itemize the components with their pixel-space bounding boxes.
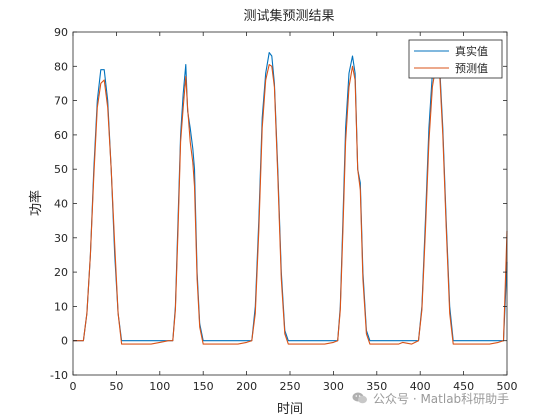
y-tick-label: 30 [54, 232, 68, 245]
x-tick-label: 450 [453, 380, 474, 393]
x-tick-label: 150 [193, 380, 214, 393]
y-tick-label: 80 [54, 60, 68, 73]
y-tick-label: 90 [54, 26, 68, 39]
y-tick-label: 40 [54, 198, 68, 211]
x-tick-label: 250 [280, 380, 301, 393]
y-axis-label: 功率 [28, 190, 44, 216]
y-tick-label: 0 [61, 335, 68, 348]
y-tick-label: 10 [54, 300, 68, 313]
x-tick-label: 0 [70, 380, 77, 393]
plot-area [73, 32, 507, 375]
legend-label-predicted: 预测值 [455, 62, 488, 75]
legend-label-actual: 真实值 [455, 44, 488, 58]
x-tick-label: 200 [236, 380, 257, 393]
x-tick-label: 400 [410, 380, 431, 393]
y-tick-label: 60 [54, 129, 68, 142]
y-tick-label: -10 [50, 369, 68, 382]
x-tick-label: 500 [497, 380, 518, 393]
x-tick-label: 50 [109, 380, 123, 393]
y-tick-label: 20 [54, 266, 68, 279]
series-layer [73, 52, 508, 345]
y-tick-label: 50 [54, 163, 68, 176]
x-tick-label: 350 [366, 380, 387, 393]
legend-box [408, 39, 503, 79]
watermark-text: 公众号 · Matlab科研助手 [373, 391, 510, 406]
x-tick-label: 100 [149, 380, 170, 393]
legend: 真实值 预测值 [408, 39, 503, 79]
series-line-1 [73, 64, 508, 345]
watermark: 公众号 · Matlab科研助手 [352, 388, 552, 408]
x-axis-label: 时间 [277, 402, 303, 417]
wechat-icon [352, 392, 367, 404]
chart-title: 测试集预测结果 [243, 8, 334, 24]
axes-layer: 0 50 100 150 200 250 300 350 400 450 500-100102030… [50, 26, 517, 393]
x-tick-label: 300 [323, 380, 344, 393]
y-tick-label: 70 [54, 95, 68, 108]
